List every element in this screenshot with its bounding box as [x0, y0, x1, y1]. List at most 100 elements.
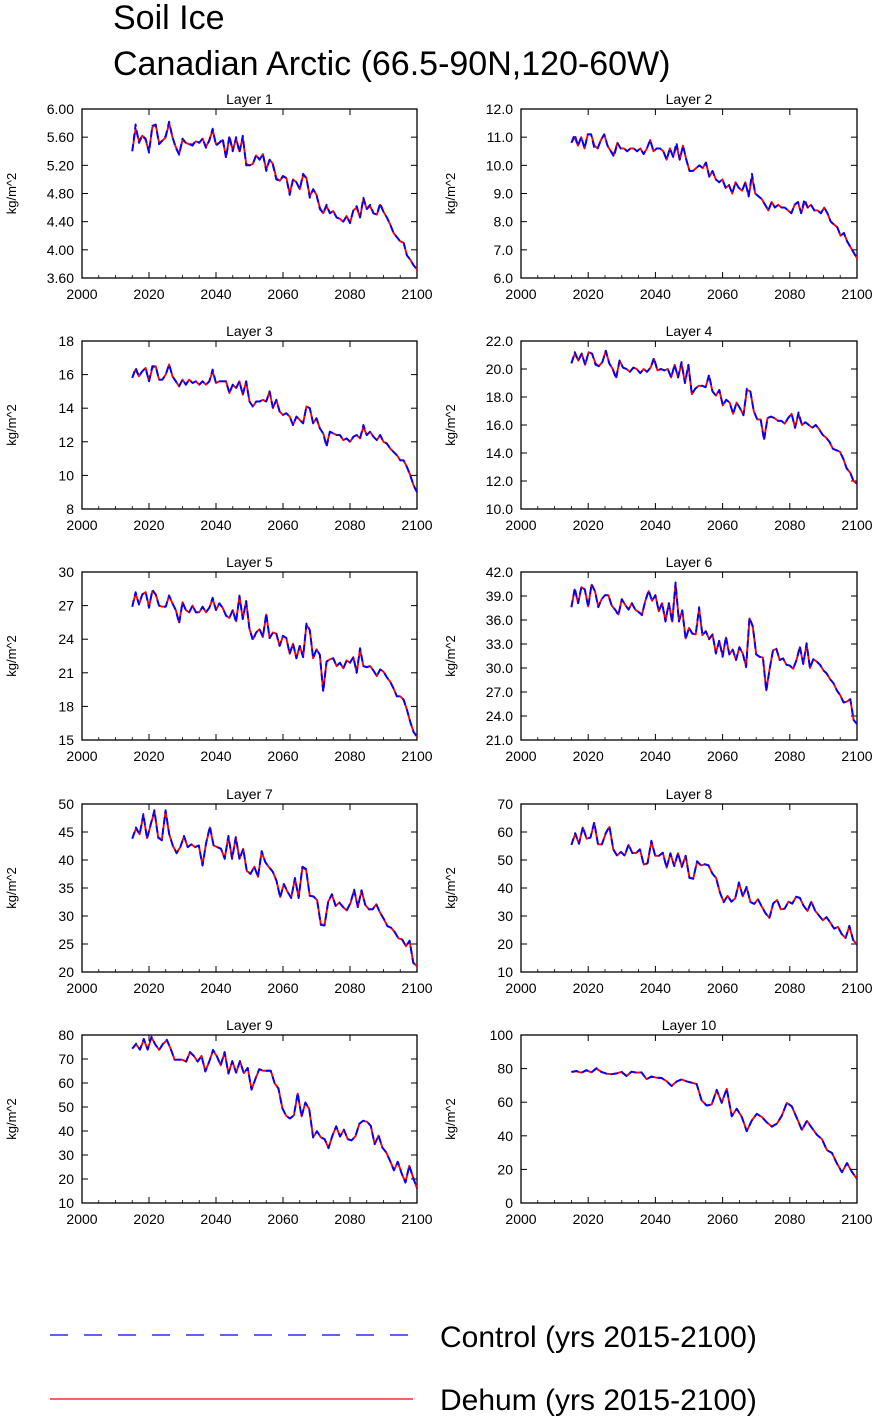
y-tick-label: 18	[58, 698, 74, 714]
y-tick-label: 6.0	[494, 270, 514, 286]
x-tick-label: 2020	[573, 286, 604, 302]
x-tick-label: 2060	[267, 748, 298, 764]
panel-layer-6: Layer 6 kg/m^2 2000 2020 2040 2060 2080 2100 21.…	[443, 554, 873, 764]
x-tick-label: 2040	[200, 1211, 231, 1227]
series-line-control	[570, 581, 858, 725]
y-tick-label: 20	[497, 1161, 513, 1177]
series-line-control	[131, 120, 418, 271]
panel-layer-2: Layer 2 kg/m^2 2000 2020 2040 2060 2080 2100 6.0…	[443, 91, 873, 302]
y-tick-label: 14	[58, 400, 74, 416]
x-tick-label: 2100	[841, 1211, 872, 1227]
x-tick-label: 2020	[133, 1211, 164, 1227]
y-axis-label: kg/m^2	[443, 173, 458, 215]
x-tick-label: 2080	[774, 748, 805, 764]
y-tick-label: 10.0	[486, 157, 513, 173]
y-tick-label: 9.0	[494, 186, 514, 202]
x-tick-label: 2040	[640, 286, 671, 302]
plot-frame	[520, 1034, 858, 1204]
x-tick-label: 2040	[640, 517, 671, 533]
panel-title: Layer 6	[666, 554, 713, 570]
y-axis-label: kg/m^2	[443, 867, 458, 909]
y-tick-label: 4.40	[47, 214, 74, 230]
x-tick-label: 2040	[640, 1211, 671, 1227]
panel-layer-3: Layer 3 kg/m^2 2000 2020 2040 2060 2080 2100 8 10…	[4, 323, 433, 533]
x-tick-label: 2040	[200, 980, 231, 996]
y-tick-label: 80	[58, 1027, 74, 1043]
legend: Control (yrs 2015-2100) Dehum (yrs 2015-…	[50, 1321, 757, 1417]
series-line-control	[131, 809, 418, 968]
x-tick-label: 2000	[66, 286, 97, 302]
x-tick-label: 2020	[573, 517, 604, 533]
plot-frame	[81, 1034, 418, 1204]
y-tick-label: 16.0	[486, 417, 513, 433]
x-tick-label: 2000	[505, 980, 536, 996]
panel-title: Layer 5	[226, 554, 273, 570]
series-line-dehum	[571, 1067, 858, 1180]
y-tick-label: 21.0	[486, 732, 513, 748]
x-tick-label: 2100	[401, 517, 432, 533]
plot-frame	[520, 571, 858, 741]
x-tick-label: 2100	[401, 980, 432, 996]
y-tick-label: 3.60	[47, 270, 74, 286]
x-tick-label: 2060	[707, 980, 738, 996]
x-tick-label: 2060	[707, 748, 738, 764]
y-tick-label: 0	[505, 1195, 513, 1211]
x-tick-label: 2040	[200, 748, 231, 764]
y-tick-label: 60	[497, 1094, 513, 1110]
y-tick-label: 16	[58, 367, 74, 383]
y-axis-label: kg/m^2	[443, 1098, 458, 1140]
y-tick-label: 5.20	[47, 157, 74, 173]
x-tick-label: 2080	[774, 1211, 805, 1227]
y-tick-label: 50	[58, 1099, 74, 1115]
x-tick-label: 2020	[573, 1211, 604, 1227]
y-tick-label: 10	[58, 467, 74, 483]
y-tick-label: 39.0	[486, 588, 513, 604]
y-tick-label: 20	[58, 1171, 74, 1187]
x-tick-label: 2100	[401, 1211, 432, 1227]
y-tick-label: 50	[497, 852, 513, 868]
y-tick-label: 11.0	[487, 129, 513, 145]
y-tick-label: 6.00	[47, 101, 74, 117]
y-tick-label: 4.80	[47, 186, 74, 202]
y-tick-label: 27.0	[486, 684, 513, 700]
x-tick-label: 2000	[66, 1211, 97, 1227]
y-tick-label: 40	[58, 1123, 74, 1139]
x-tick-label: 2080	[774, 517, 805, 533]
y-axis-label: kg/m^2	[443, 635, 458, 677]
series-line-control	[570, 133, 858, 259]
y-tick-label: 40	[58, 852, 74, 868]
x-tick-label: 2060	[267, 1211, 298, 1227]
y-axis-label: kg/m^2	[4, 635, 19, 677]
y-tick-label: 8.0	[494, 214, 514, 230]
x-tick-label: 2060	[267, 286, 298, 302]
y-axis-label: kg/m^2	[4, 404, 19, 446]
series-line-dehum	[131, 122, 418, 271]
y-tick-label: 21	[58, 665, 74, 681]
x-tick-label: 2020	[133, 980, 164, 996]
x-tick-label: 2100	[401, 748, 432, 764]
y-tick-label: 24	[58, 631, 74, 647]
y-tick-label: 70	[497, 796, 513, 812]
panel-title: Layer 1	[226, 91, 273, 107]
panel-title: Layer 4	[666, 323, 713, 339]
y-tick-label: 40	[497, 880, 513, 896]
y-tick-label: 5.60	[47, 129, 74, 145]
y-tick-label: 12	[58, 434, 74, 450]
y-tick-label: 35	[58, 880, 74, 896]
y-tick-label: 33.0	[486, 636, 513, 652]
figure-title-line1: Soil Ice	[113, 0, 225, 37]
x-tick-label: 2100	[841, 286, 872, 302]
x-tick-label: 2060	[707, 286, 738, 302]
y-tick-label: 40	[497, 1128, 513, 1144]
y-tick-label: 10	[58, 1195, 74, 1211]
series-line-control	[131, 1035, 418, 1189]
series-line-dehum	[131, 363, 418, 493]
y-tick-label: 30	[58, 564, 74, 580]
y-axis-label: kg/m^2	[4, 173, 19, 215]
panel-layer-7: Layer 7 kg/m^2 2000 2020 2040 2060 2080 2100 20 2…	[4, 786, 433, 996]
